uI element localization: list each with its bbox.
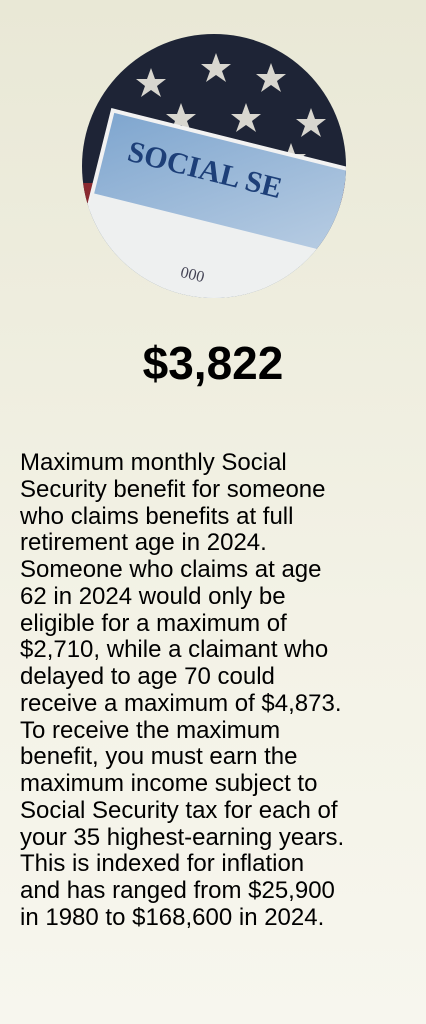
headline: $3,822 (0, 336, 426, 390)
body-line: Someone who claims at age (20, 557, 420, 584)
body-line: Social Security tax for each of (20, 798, 420, 825)
photo: SOCIAL SE 000 (81, 33, 347, 299)
body-line: To receive the maximum (20, 718, 420, 745)
body-line: delayed to age 70 could (20, 664, 420, 691)
body-line: retirement age in 2024. (20, 530, 420, 557)
body-line: who claims benefits at full (20, 504, 420, 531)
body-line: maximum income subject to (20, 771, 420, 798)
info-card: SOCIAL SE 000 $3,822 Maximum monthly Soc… (0, 0, 426, 1024)
body-line: in 1980 to $168,600 in 2024. (20, 905, 420, 932)
body-line: eligible for a maximum of (20, 611, 420, 638)
body-line: $2,710, while a claimant who (20, 637, 420, 664)
body-line: 62 in 2024 would only be (20, 584, 420, 611)
body-line: Security benefit for someone (20, 477, 420, 504)
body-line: receive a maximum of $4,873. (20, 691, 420, 718)
body-line: your 35 highest-earning years. (20, 825, 420, 852)
body-line: Maximum monthly Social (20, 450, 420, 477)
body-line: and has ranged from $25,900 (20, 878, 420, 905)
body-line: This is indexed for inflation (20, 851, 420, 878)
body-line: benefit, you must earn the (20, 744, 420, 771)
